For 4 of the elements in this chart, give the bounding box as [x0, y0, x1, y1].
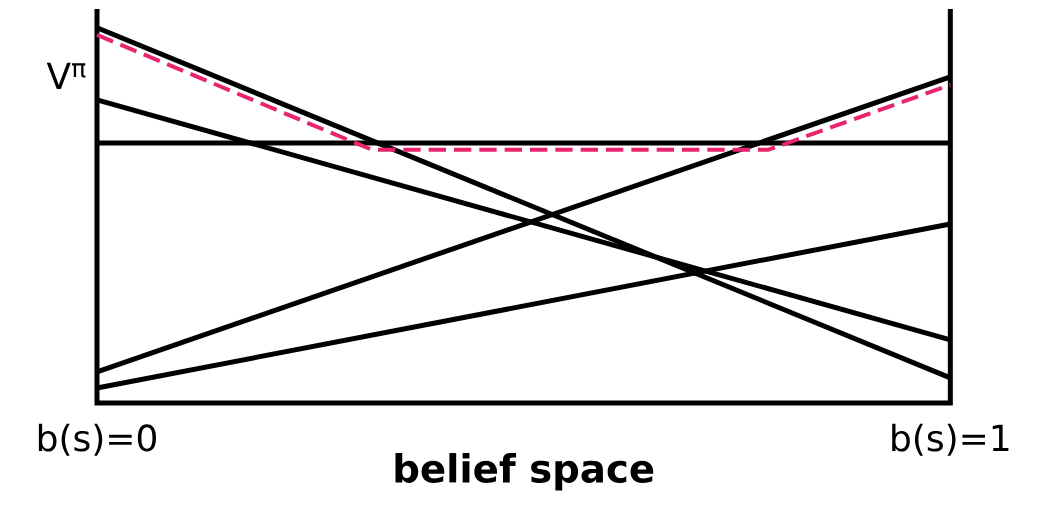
- y-axis-title: V$^{π}$: [46, 62, 86, 90]
- x-axis-title: belief space: [395, 453, 654, 491]
- x-tick-label: b(s)=0: [38, 423, 156, 456]
- x-tick-label: b(s)=1: [892, 423, 1009, 456]
